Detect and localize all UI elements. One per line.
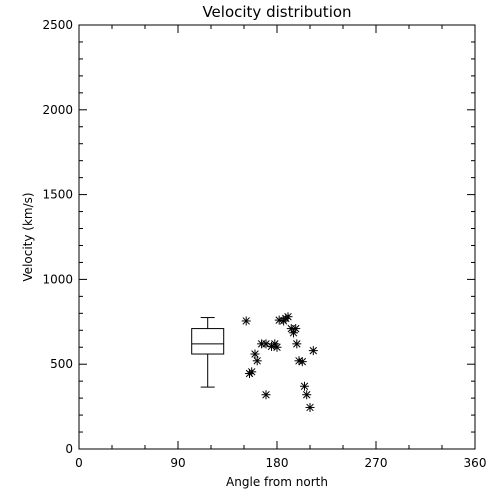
chart-title: Velocity distribution: [202, 3, 351, 21]
asterisk-stroke: [271, 340, 279, 348]
asterisk-stroke: [291, 324, 300, 333]
asterisk-stroke: [300, 382, 309, 390]
data-point: [274, 315, 284, 325]
data-point: [250, 349, 260, 359]
axis-ticks: 0 90 180 270 360 0 500 1000 1500 2000 2500: [42, 18, 486, 470]
data-points: [241, 312, 318, 412]
boxplot: [191, 317, 225, 388]
x-tick-label: 0: [75, 456, 83, 470]
boxplot-box: [191, 328, 225, 355]
data-point: [305, 402, 315, 412]
data-point: [261, 390, 271, 400]
x-axis-title: Angle from north: [226, 475, 328, 489]
asterisk-stroke: [251, 350, 259, 358]
data-point: [308, 346, 318, 356]
y-tick-label: 2500: [42, 18, 73, 32]
asterisk-stroke: [284, 312, 292, 321]
asterisk-stroke: [253, 357, 261, 365]
asterisk-stroke: [309, 346, 318, 355]
asterisk-stroke: [247, 368, 256, 376]
asterisk-stroke: [242, 317, 250, 325]
data-point: [297, 357, 307, 367]
y-tick-label: 1000: [42, 272, 73, 286]
data-point: [292, 339, 302, 349]
asterisk-stroke: [306, 403, 314, 412]
asterisk-stroke: [273, 343, 281, 351]
data-point: [302, 390, 312, 400]
data-point: [241, 316, 251, 326]
y-tick-label: 1500: [42, 188, 73, 202]
x-tick-label: 360: [464, 456, 487, 470]
x-tick-label: 180: [266, 456, 289, 470]
data-point: [272, 342, 282, 352]
plot-frame: [78, 24, 476, 450]
y-tick-label: 0: [65, 442, 73, 456]
data-point: [291, 324, 301, 334]
y-axis-title: Velocity (km/s): [21, 192, 35, 281]
data-point: [300, 381, 309, 391]
asterisk-stroke: [262, 390, 270, 399]
data-point: [247, 367, 257, 377]
asterisk-stroke: [302, 390, 311, 399]
y-tick-label: 2000: [42, 103, 73, 117]
data-point: [252, 356, 262, 366]
asterisk-stroke: [262, 340, 270, 348]
data-point: [261, 339, 271, 349]
data-point: [283, 312, 293, 322]
x-tick-label: 270: [365, 456, 388, 470]
asterisk-stroke: [295, 357, 303, 365]
asterisk-stroke: [275, 316, 283, 324]
x-tick-label: 90: [170, 456, 185, 470]
asterisk-stroke: [298, 357, 307, 366]
asterisk-stroke: [293, 340, 301, 348]
y-tick-label: 500: [50, 357, 73, 371]
